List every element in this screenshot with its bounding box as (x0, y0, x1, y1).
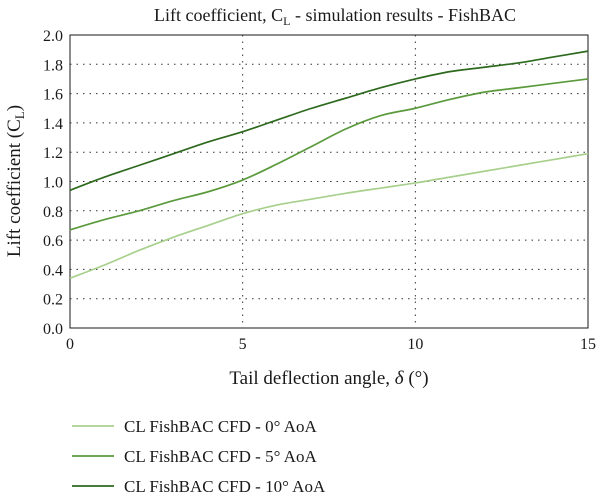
series-line-1 (69, 78, 589, 231)
legend: CL FishBAC CFD - 0° AoA CL FishBAC CFD - … (72, 417, 326, 496)
y-tick-label: 1.4 (43, 116, 63, 133)
series-lines (69, 50, 589, 279)
grid (70, 35, 588, 328)
y-tick-label: 0.4 (43, 262, 63, 279)
tick-labels: 0.0 0.2 0.4 0.6 0.8 1.0 1.2 1.4 1.6 1.8 2.0 0 5 10 15 (43, 28, 596, 353)
y-tick-label: 2.0 (43, 28, 63, 45)
chart-title: Lift coefficient, CL - simulation result… (154, 5, 516, 28)
series-line-2 (69, 50, 589, 192)
x-tick-label: 0 (66, 336, 74, 353)
y-tick-label: 1.8 (43, 57, 63, 74)
y-tick-label: 0.8 (43, 204, 63, 221)
legend-label-1: CL FishBAC CFD - 5° AoA (124, 447, 317, 466)
plot-frame (69, 34, 589, 329)
y-tick-label: 1.0 (43, 175, 63, 192)
y-tick-label: 0.6 (43, 233, 63, 250)
x-axis-label: Tail deflection angle, δ (°) (229, 368, 428, 389)
y-axis-label: Lift coefficient (CL) (4, 105, 27, 257)
y-tick-label: 1.2 (43, 145, 63, 162)
series-line-0 (69, 152, 589, 279)
x-tick-label: 10 (407, 336, 423, 353)
y-tick-label: 1.6 (43, 87, 63, 104)
legend-label-0: CL FishBAC CFD - 0° AoA (124, 417, 317, 436)
x-tick-label: 15 (580, 336, 596, 353)
y-tick-label: 0.2 (43, 292, 63, 309)
y-tick-label: 0.0 (43, 321, 63, 338)
legend-label-2: CL FishBAC CFD - 10° AoA (124, 477, 326, 496)
x-tick-label: 5 (239, 336, 247, 353)
